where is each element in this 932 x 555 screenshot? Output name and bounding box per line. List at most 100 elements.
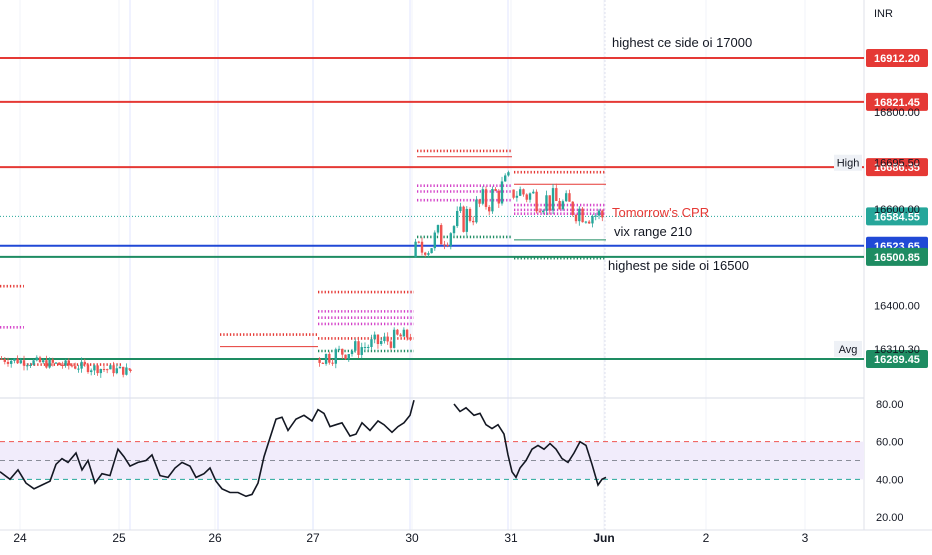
annotation-text: highest pe side oi 16500 xyxy=(608,258,749,273)
candle-body xyxy=(58,362,61,365)
candle-body xyxy=(61,364,64,366)
candle-body xyxy=(83,361,86,365)
candle-body xyxy=(436,225,440,233)
candle-body xyxy=(42,360,45,363)
candle-body xyxy=(389,341,393,348)
price-tick-label: 16695.50 xyxy=(874,158,920,170)
candle-body xyxy=(564,193,568,202)
candle-body xyxy=(409,337,412,340)
candle-body xyxy=(522,189,525,195)
candle-body xyxy=(459,206,462,211)
candle-body xyxy=(376,334,380,345)
candle-body xyxy=(16,358,19,364)
candle-body xyxy=(427,253,430,255)
level-price-label: 16821.45 xyxy=(874,97,920,109)
time-tick-label: 24 xyxy=(13,531,27,545)
level-price-tag xyxy=(866,92,928,111)
level-price-label: 16584.55 xyxy=(874,211,920,223)
candle-body xyxy=(594,215,597,217)
candle-body xyxy=(318,358,321,363)
candle-body xyxy=(373,334,376,340)
candle-body xyxy=(478,199,481,204)
candle-body xyxy=(102,368,106,370)
rsi-line xyxy=(453,403,607,487)
annotation-text: highest ce side oi 17000 xyxy=(612,35,752,50)
candle-body xyxy=(535,191,538,212)
candle-body xyxy=(507,172,510,176)
candle-body xyxy=(452,226,456,234)
candle-body xyxy=(402,329,406,337)
candle-body xyxy=(417,241,420,243)
candle-body xyxy=(29,364,32,366)
candle-body xyxy=(587,221,591,224)
candle-body xyxy=(551,188,555,211)
candle-body xyxy=(77,368,80,370)
candle-body xyxy=(525,194,528,200)
candle-body xyxy=(32,360,35,365)
level-price-tag xyxy=(866,49,928,67)
candle-body xyxy=(578,208,581,222)
candle-body xyxy=(54,362,58,364)
annotation-text: Tomorrow's CPR xyxy=(612,205,709,220)
candle-body xyxy=(341,348,344,355)
candle-body xyxy=(80,361,83,369)
candle-body xyxy=(518,189,522,196)
candle-body xyxy=(601,210,604,218)
candle-body xyxy=(584,221,588,223)
candle-body xyxy=(370,339,373,347)
candle-body xyxy=(112,365,115,374)
candle-body xyxy=(399,334,402,337)
candle-body xyxy=(51,359,54,363)
candle-body xyxy=(528,193,532,200)
candle-body xyxy=(488,206,491,212)
candle-body xyxy=(405,329,409,338)
candle-body xyxy=(99,368,102,374)
candle-body xyxy=(443,244,446,246)
candle-body xyxy=(532,191,535,194)
candle-body xyxy=(109,365,112,370)
candle-body xyxy=(67,360,70,366)
candle-body xyxy=(331,362,334,364)
candle-body xyxy=(433,232,436,249)
axis-tag xyxy=(834,154,862,171)
candle-body xyxy=(334,349,338,364)
candle-body xyxy=(440,225,443,245)
rsi-tick-label: 80.00 xyxy=(876,399,904,411)
candle-body xyxy=(86,364,90,373)
candle-body xyxy=(465,208,468,232)
candle-body xyxy=(129,369,132,371)
time-tick-label: 26 xyxy=(208,531,222,545)
candle-body xyxy=(446,245,449,247)
candle-body xyxy=(0,358,3,360)
candle-body xyxy=(548,195,551,211)
time-tick-label: 30 xyxy=(405,531,419,545)
candle-body xyxy=(96,365,99,374)
annotation-text: vix range 210 xyxy=(614,224,692,239)
price-tick-label: 16800.00 xyxy=(874,107,920,119)
candle-body xyxy=(555,188,558,201)
price-tick-label: 16600.00 xyxy=(874,204,920,216)
candle-body xyxy=(360,347,363,355)
axis-tag xyxy=(834,340,862,357)
candle-body xyxy=(449,233,452,246)
candle-body xyxy=(597,210,601,216)
candle-body xyxy=(383,336,386,342)
candle-body xyxy=(494,188,497,191)
candle-body xyxy=(468,208,472,221)
candle-body xyxy=(125,367,128,375)
candle-body xyxy=(558,200,561,210)
axis-tag-label: Avg xyxy=(839,344,858,356)
candle-body xyxy=(392,329,396,348)
candle-body xyxy=(106,369,109,371)
candle-body xyxy=(430,248,433,254)
time-tick-label: 2 xyxy=(703,531,710,545)
rsi-tick-label: 20.00 xyxy=(876,512,904,524)
candle-body xyxy=(357,341,360,355)
candle-body xyxy=(363,347,367,349)
candle-body xyxy=(414,241,417,258)
candle-body xyxy=(70,365,74,367)
candle-body xyxy=(10,360,13,364)
candle-body xyxy=(3,359,6,362)
candle-body xyxy=(48,359,51,368)
candle-body xyxy=(367,346,370,348)
